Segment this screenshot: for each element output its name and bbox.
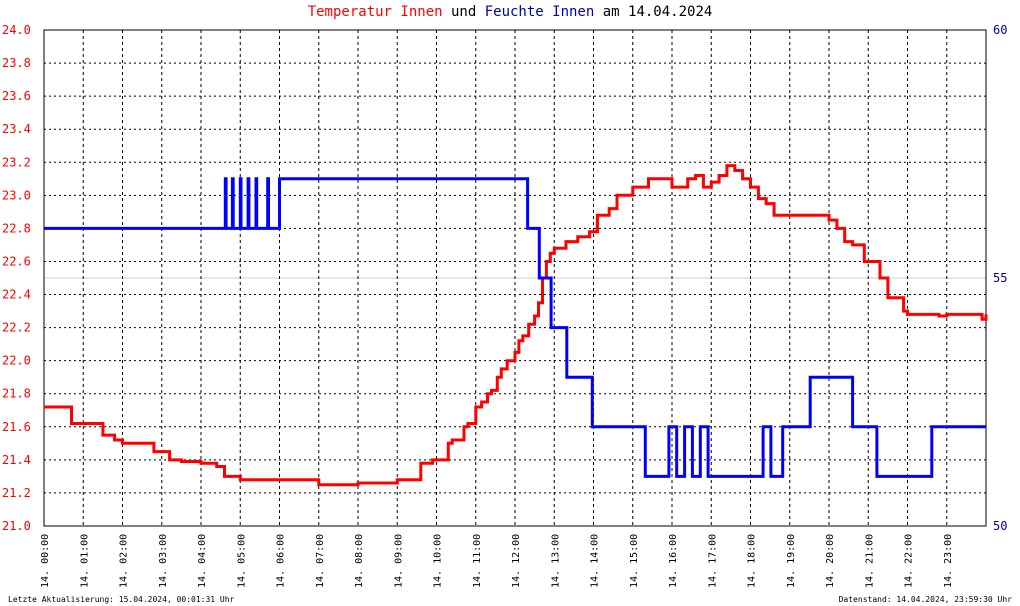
grid-lines xyxy=(44,30,986,526)
humidity-line xyxy=(44,177,986,478)
x-tick-label: 14. 06:00 xyxy=(276,534,287,588)
y-left-tick-label: 21.8 xyxy=(2,387,31,401)
x-tick-label: 14. 05:00 xyxy=(236,534,247,588)
x-tick-label: 14. 07:00 xyxy=(315,534,326,588)
chart-title: Temperatur Innen und Feuchte Innen am 14… xyxy=(0,4,1020,20)
x-tick-label: 14. 11:00 xyxy=(472,534,483,588)
y-left-tick-label: 23.0 xyxy=(2,188,31,202)
temperature-line xyxy=(44,164,988,487)
footer-last-update: Letzte Aktualisierung: 15.04.2024, 00:01… xyxy=(8,595,235,604)
x-tick-label: 14. 09:00 xyxy=(393,534,404,588)
x-tick-label: 14. 08:00 xyxy=(354,534,365,588)
y-left-tick-label: 21.4 xyxy=(2,453,31,467)
x-tick-label: 14. 22:00 xyxy=(904,534,915,588)
x-tick-label: 14. 01:00 xyxy=(79,534,90,588)
x-tick-label: 14. 10:00 xyxy=(433,534,444,588)
x-tick-label: 14. 00:00 xyxy=(40,534,51,588)
title-humidity: Feuchte Innen xyxy=(484,4,595,20)
x-tick-label: 14. 12:00 xyxy=(511,534,522,588)
y-left-tick-label: 22.2 xyxy=(2,321,31,335)
y-right-tick-label: 55 xyxy=(993,271,1007,285)
tick-labels: 21.0 21.2 21.4 21.6 21.8 22.0 22.2 22.4 22.6 22.8… xyxy=(2,23,1007,588)
footer-data-status: Datenstand: 14.04.2024, 23:59:30 Uhr xyxy=(838,595,1012,604)
y-left-tick-label: 21.0 xyxy=(2,519,31,533)
plot-frame xyxy=(43,29,987,527)
y-left-tick-label: 21.6 xyxy=(2,420,31,434)
x-tick-label: 14. 13:00 xyxy=(550,534,561,588)
y-left-tick-label: 23.4 xyxy=(2,122,31,136)
y-left-tick-label: 23.2 xyxy=(2,155,31,169)
x-tick-label: 14. 03:00 xyxy=(158,534,169,588)
y-left-tick-label: 23.8 xyxy=(2,56,31,70)
y-left-tick-label: 24.0 xyxy=(2,23,31,37)
title-und: und xyxy=(450,4,477,20)
y-right-tick-label: 50 xyxy=(993,519,1007,533)
title-temperature: Temperatur Innen xyxy=(307,4,443,20)
y-left-tick-label: 22.0 xyxy=(2,354,31,368)
title-date: am 14.04.2024 xyxy=(602,4,713,20)
y-left-tick-label: 23.6 xyxy=(2,89,31,103)
x-tick-label: 14. 17:00 xyxy=(707,534,718,588)
y-left-tick-label: 22.4 xyxy=(2,288,31,302)
x-tick-label: 14. 20:00 xyxy=(825,534,836,588)
x-tick-label: 14. 02:00 xyxy=(119,534,130,588)
x-tick-label: 14. 04:00 xyxy=(197,534,208,588)
axes xyxy=(43,29,987,527)
series-lines xyxy=(44,164,988,487)
y-right-tick-label: 60 xyxy=(993,23,1007,37)
x-tick-label: 14. 21:00 xyxy=(864,534,875,588)
x-tick-label: 14. 14:00 xyxy=(590,534,601,588)
y-left-tick-label: 22.8 xyxy=(2,221,31,235)
x-tick-label: 14. 15:00 xyxy=(629,534,640,588)
x-tick-label: 14. 19:00 xyxy=(786,534,797,588)
x-tick-label: 14. 18:00 xyxy=(747,534,758,588)
y-left-tick-label: 21.2 xyxy=(2,486,31,500)
y-left-tick-label: 22.6 xyxy=(2,254,31,268)
x-tick-label: 14. 16:00 xyxy=(668,534,679,588)
x-tick-label: 14. 23:00 xyxy=(943,534,954,588)
